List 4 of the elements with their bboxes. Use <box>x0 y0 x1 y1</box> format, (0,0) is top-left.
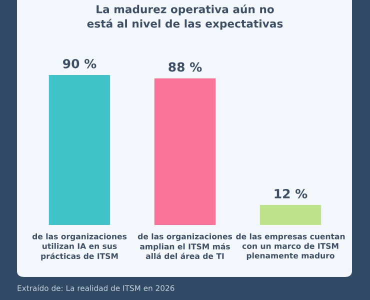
data-label: 90 % <box>63 58 96 68</box>
data-label: 88 % <box>168 62 202 72</box>
data-label: 12 % <box>274 188 308 198</box>
chart-title: La madurez operativa aún no está al nivel de las expectativas <box>87 4 283 30</box>
